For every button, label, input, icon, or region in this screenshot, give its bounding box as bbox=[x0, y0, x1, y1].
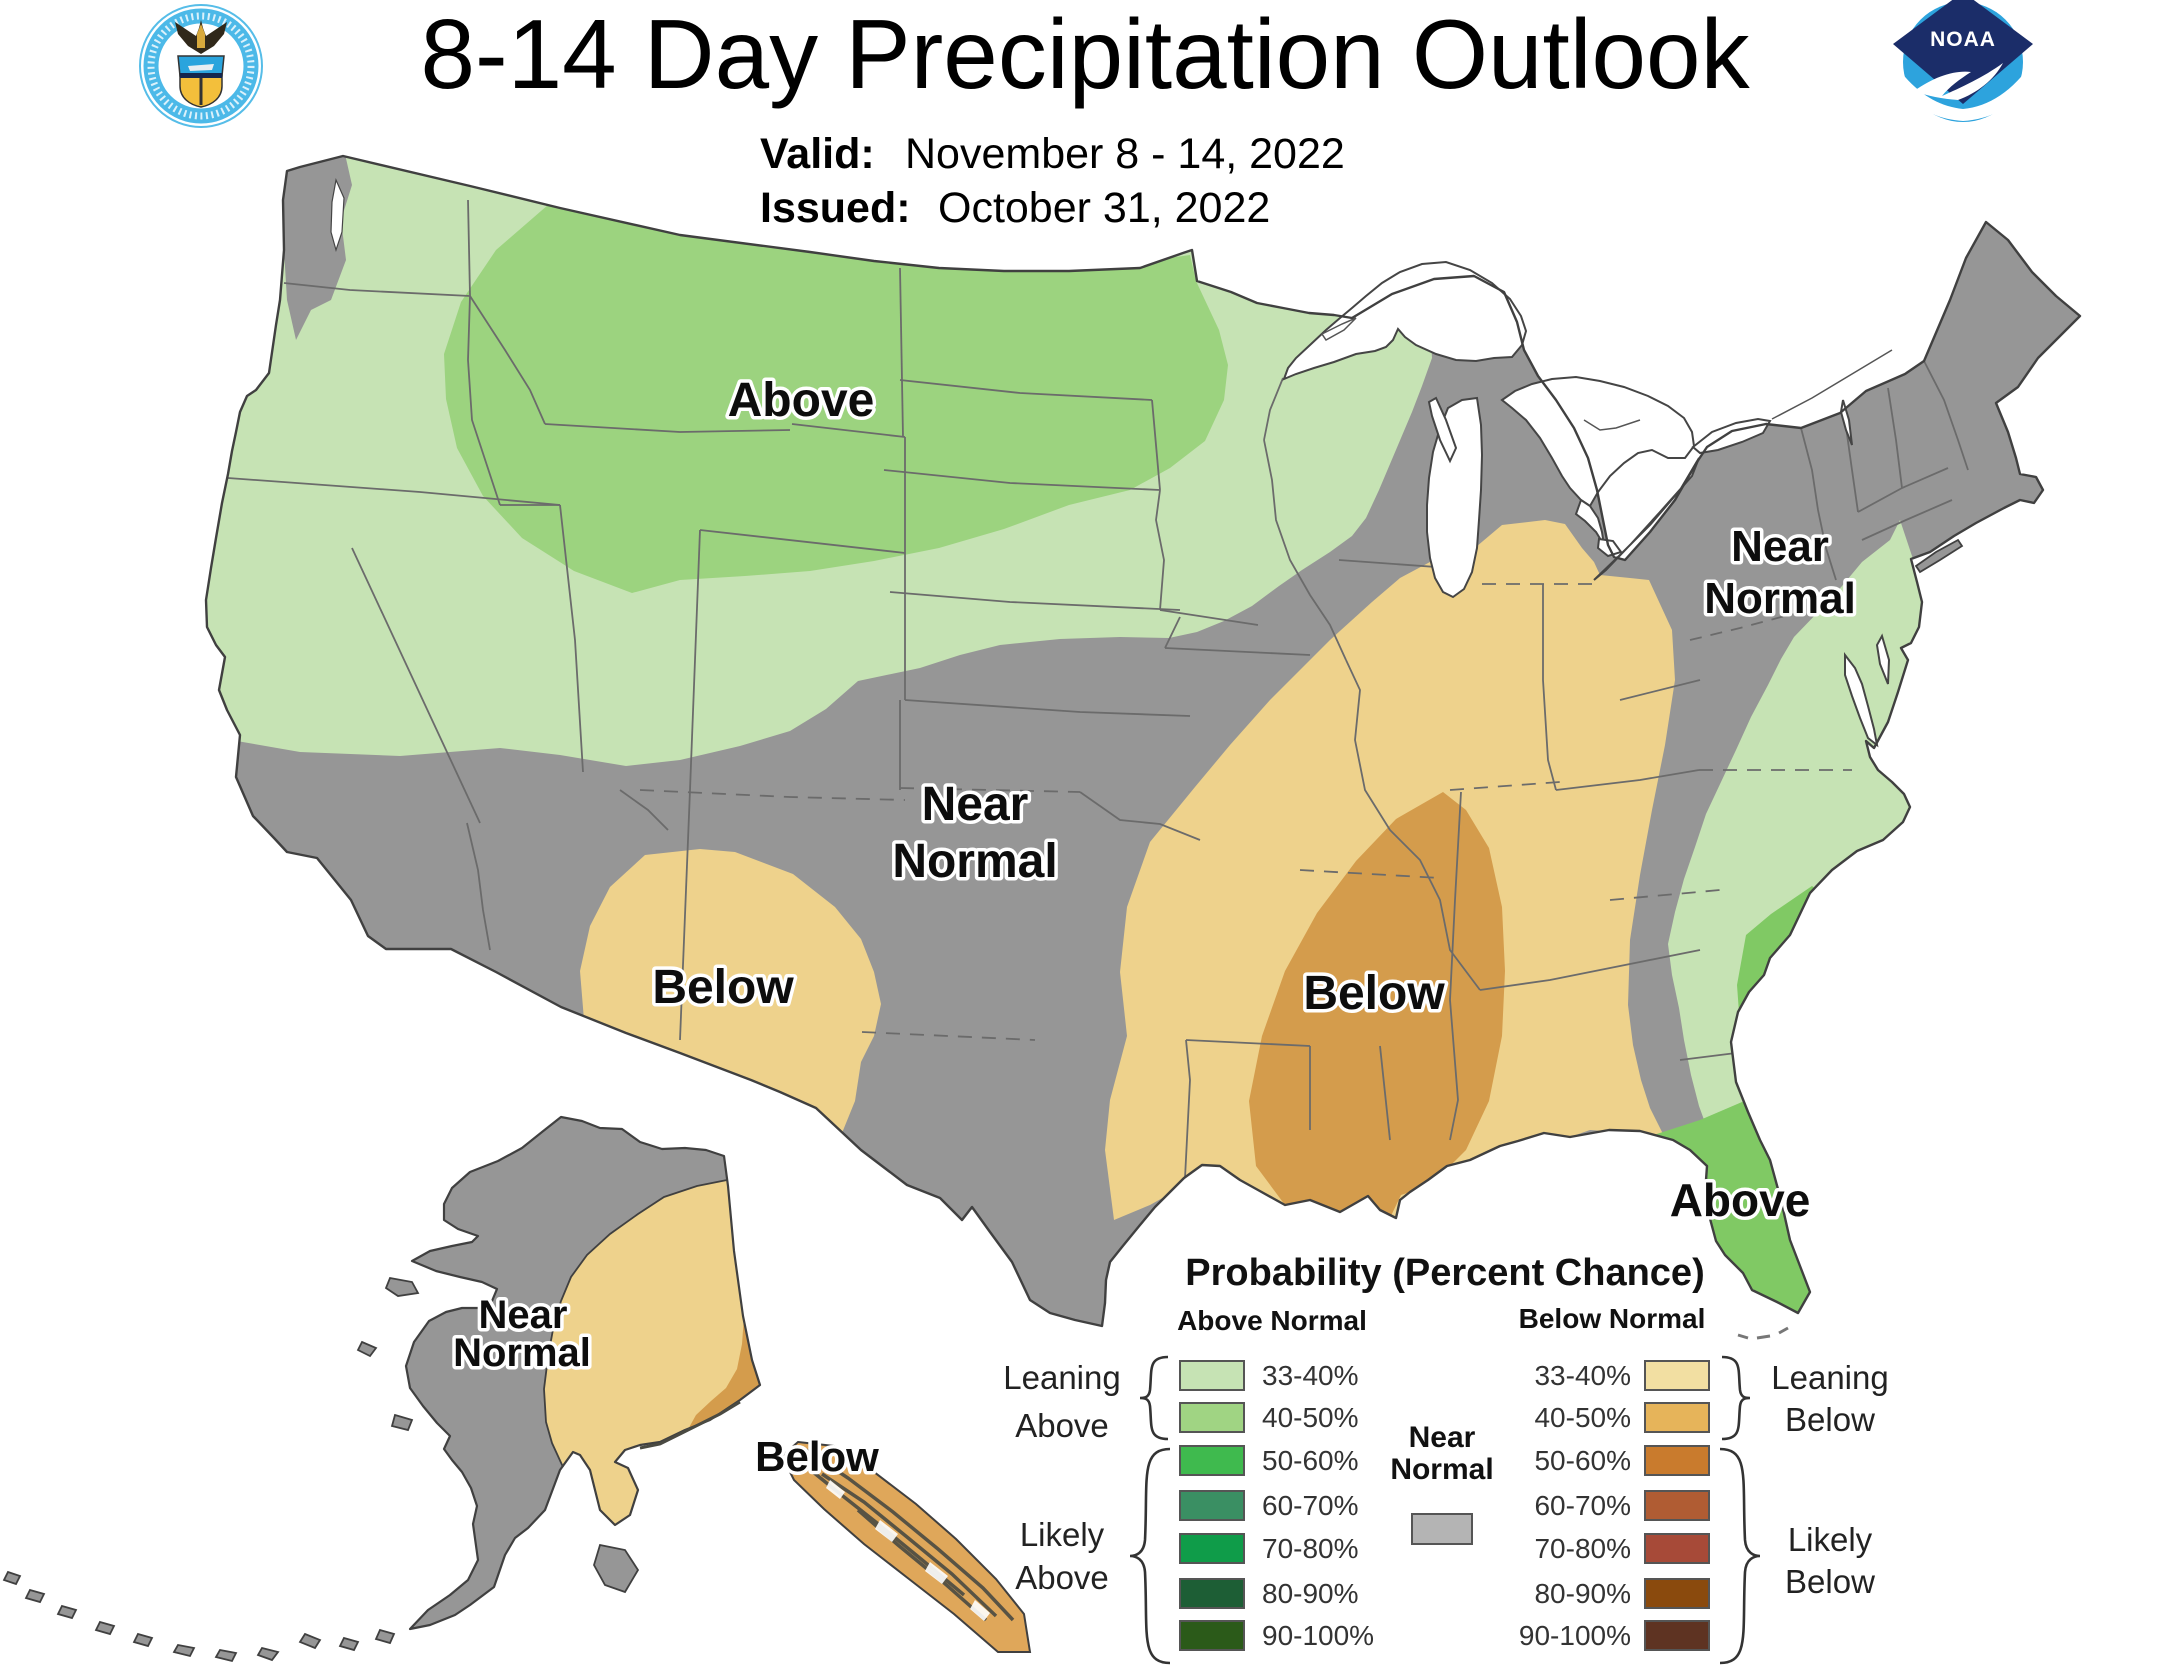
svg-text:Normal: Normal bbox=[1704, 574, 1856, 623]
svg-text:Near: Near bbox=[479, 1293, 568, 1337]
svg-text:Below: Below bbox=[1785, 1401, 1875, 1438]
svg-text:80-90%: 80-90% bbox=[1534, 1578, 1631, 1609]
svg-text:November 8 - 14, 2022: November 8 - 14, 2022 bbox=[905, 130, 1345, 178]
svg-text:70-80%: 70-80% bbox=[1262, 1533, 1359, 1564]
svg-text:Near: Near bbox=[922, 778, 1029, 831]
svg-text:8-14 Day Precipitation Outlook: 8-14 Day Precipitation Outlook bbox=[420, 0, 1750, 109]
svg-text:Above: Above bbox=[728, 374, 875, 427]
svg-text:80-90%: 80-90% bbox=[1262, 1578, 1359, 1609]
svg-text:Normal: Normal bbox=[1390, 1453, 1493, 1486]
svg-text:Leaning: Leaning bbox=[1771, 1359, 1888, 1396]
svg-text:Below Normal: Below Normal bbox=[1519, 1303, 1706, 1334]
svg-text:Below: Below bbox=[1303, 967, 1445, 1020]
svg-text:Below: Below bbox=[755, 1433, 879, 1480]
svg-text:Near: Near bbox=[1731, 522, 1829, 571]
svg-text:Normal: Normal bbox=[453, 1331, 591, 1375]
svg-text:Above: Above bbox=[1015, 1559, 1109, 1596]
svg-text:50-60%: 50-60% bbox=[1534, 1445, 1631, 1476]
svg-text:Above: Above bbox=[1015, 1407, 1109, 1444]
svg-text:October 31, 2022: October 31, 2022 bbox=[938, 184, 1270, 232]
svg-text:70-80%: 70-80% bbox=[1534, 1533, 1631, 1564]
svg-text:Above Normal: Above Normal bbox=[1177, 1305, 1367, 1336]
svg-text:Near: Near bbox=[1409, 1421, 1476, 1454]
svg-text:90-100%: 90-100% bbox=[1262, 1620, 1374, 1651]
svg-text:Likely: Likely bbox=[1788, 1521, 1873, 1558]
svg-text:Likely: Likely bbox=[1020, 1516, 1105, 1553]
svg-text:Below: Below bbox=[1785, 1563, 1875, 1600]
svg-text:40-50%: 40-50% bbox=[1534, 1402, 1631, 1433]
svg-text:Valid:: Valid: bbox=[760, 130, 875, 178]
svg-text:60-70%: 60-70% bbox=[1262, 1490, 1359, 1521]
svg-text:Below: Below bbox=[652, 961, 794, 1014]
svg-text:50-60%: 50-60% bbox=[1262, 1445, 1359, 1476]
svg-text:Leaning: Leaning bbox=[1003, 1359, 1120, 1396]
svg-text:40-50%: 40-50% bbox=[1262, 1402, 1359, 1433]
svg-text:90-100%: 90-100% bbox=[1519, 1620, 1631, 1651]
svg-text:Issued:: Issued: bbox=[760, 184, 911, 232]
svg-text:Above: Above bbox=[1670, 1174, 1811, 1226]
svg-text:NOAA: NOAA bbox=[1930, 28, 1996, 51]
svg-text:Probability (Percent Chance): Probability (Percent Chance) bbox=[1185, 1252, 1704, 1294]
svg-text:60-70%: 60-70% bbox=[1534, 1490, 1631, 1521]
svg-text:33-40%: 33-40% bbox=[1534, 1360, 1631, 1391]
svg-text:Normal: Normal bbox=[892, 835, 1057, 888]
svg-text:33-40%: 33-40% bbox=[1262, 1360, 1359, 1391]
